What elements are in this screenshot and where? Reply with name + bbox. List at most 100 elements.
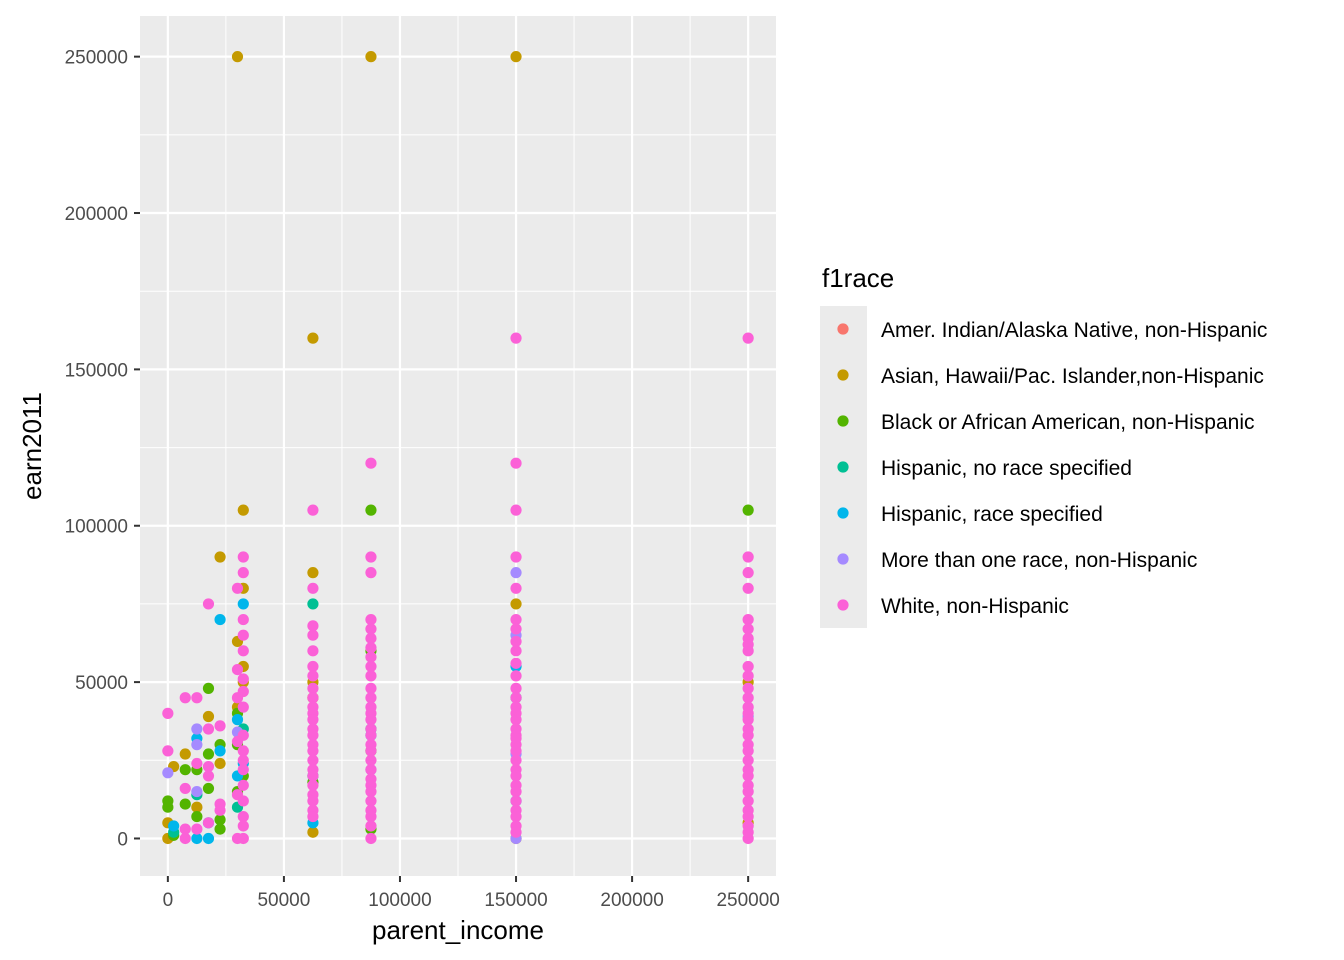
- data-point: [307, 795, 319, 807]
- data-point: [510, 810, 522, 823]
- data-point: [191, 801, 203, 813]
- data-point: [742, 582, 754, 594]
- data-point: [307, 660, 319, 673]
- data-point: [237, 795, 249, 807]
- data-point: [510, 682, 522, 694]
- legend-label: More than one race, non-Hispanic: [881, 549, 1197, 572]
- data-point: [307, 682, 319, 694]
- data-point: [202, 770, 215, 782]
- legend-key-dot: [837, 415, 849, 427]
- data-point: [510, 657, 522, 669]
- data-point: [510, 332, 522, 344]
- data-point: [237, 754, 249, 766]
- data-point: [510, 692, 522, 704]
- data-point: [365, 660, 377, 673]
- data-point: [237, 551, 249, 563]
- data-point: [179, 748, 191, 760]
- data-point: [307, 714, 319, 726]
- x-axis-title: parent_income: [372, 915, 544, 945]
- legend-key-dot: [837, 369, 849, 381]
- data-point: [237, 701, 249, 713]
- legend-label: White, non-Hispanic: [881, 595, 1069, 618]
- data-point: [510, 623, 522, 635]
- data-point: [307, 629, 319, 641]
- data-point: [510, 635, 522, 648]
- data-point: [231, 51, 244, 63]
- data-point: [179, 782, 191, 795]
- data-point: [237, 832, 249, 845]
- data-point: [191, 832, 203, 845]
- data-point: [237, 673, 249, 685]
- data-point: [742, 729, 754, 741]
- data-point: [365, 504, 377, 516]
- data-point: [202, 817, 215, 829]
- data-point: [237, 613, 249, 626]
- data-points: [162, 51, 754, 845]
- data-point: [231, 692, 244, 704]
- data-point: [191, 723, 203, 735]
- data-point: [365, 729, 377, 741]
- data-point: [742, 682, 754, 694]
- data-point: [307, 810, 319, 823]
- data-point: [742, 754, 754, 766]
- data-point: [237, 745, 249, 757]
- data-point: [365, 785, 377, 798]
- data-point: [307, 729, 319, 741]
- x-tick-label: 100000: [368, 890, 431, 911]
- data-point: [510, 567, 522, 579]
- data-point: [742, 810, 754, 823]
- legend-label: Black or African American, non-Hispanic: [881, 411, 1255, 434]
- data-point: [742, 770, 754, 782]
- data-point: [742, 714, 754, 726]
- data-point: [365, 714, 377, 726]
- data-point: [742, 826, 754, 838]
- data-point: [510, 745, 522, 757]
- data-point: [202, 832, 215, 845]
- legend-label: Asian, Hawaii/Pac. Islander,non-Hispanic: [881, 365, 1264, 388]
- data-point: [510, 770, 522, 782]
- data-point: [202, 710, 215, 723]
- data-point: [214, 720, 226, 732]
- data-point: [179, 823, 191, 835]
- data-point: [231, 714, 244, 726]
- data-point: [365, 682, 377, 694]
- data-point: [237, 810, 249, 823]
- data-point: [365, 632, 377, 644]
- data-point: [510, 732, 522, 745]
- data-point: [365, 670, 377, 682]
- data-point: [307, 754, 319, 766]
- legend-key-dot: [837, 553, 849, 565]
- data-point: [162, 707, 174, 719]
- data-point: [510, 714, 522, 726]
- data-point: [365, 651, 377, 663]
- y-tick-label: 50000: [75, 673, 128, 694]
- data-point: [365, 551, 377, 563]
- data-point: [742, 785, 754, 798]
- legend-label: Hispanic, race specified: [881, 503, 1103, 526]
- data-point: [237, 567, 249, 579]
- data-point: [510, 645, 522, 657]
- y-tick-label: 0: [117, 829, 128, 850]
- data-point: [510, 582, 522, 594]
- data-point: [214, 814, 226, 826]
- data-point: [510, 826, 522, 838]
- legend: f1race Amer. Indian/Alaska Native, non-H…: [820, 263, 1267, 628]
- data-point: [365, 820, 377, 832]
- data-point: [162, 795, 174, 807]
- y-axis-title: earn2011: [17, 392, 47, 500]
- data-point: [191, 810, 203, 823]
- data-point: [237, 598, 249, 610]
- data-point: [365, 51, 377, 63]
- data-point: [510, 598, 522, 610]
- data-point: [162, 745, 174, 757]
- data-point: [742, 660, 754, 673]
- legend-key-dot: [837, 461, 849, 473]
- data-point: [510, 613, 522, 626]
- y-axis-ticks: 0 50000 100000 150000 200000 250000: [65, 48, 140, 850]
- data-point: [214, 804, 226, 816]
- data-point: [365, 457, 377, 469]
- data-point: [742, 745, 754, 757]
- data-point: [202, 748, 215, 760]
- data-point: [237, 820, 249, 832]
